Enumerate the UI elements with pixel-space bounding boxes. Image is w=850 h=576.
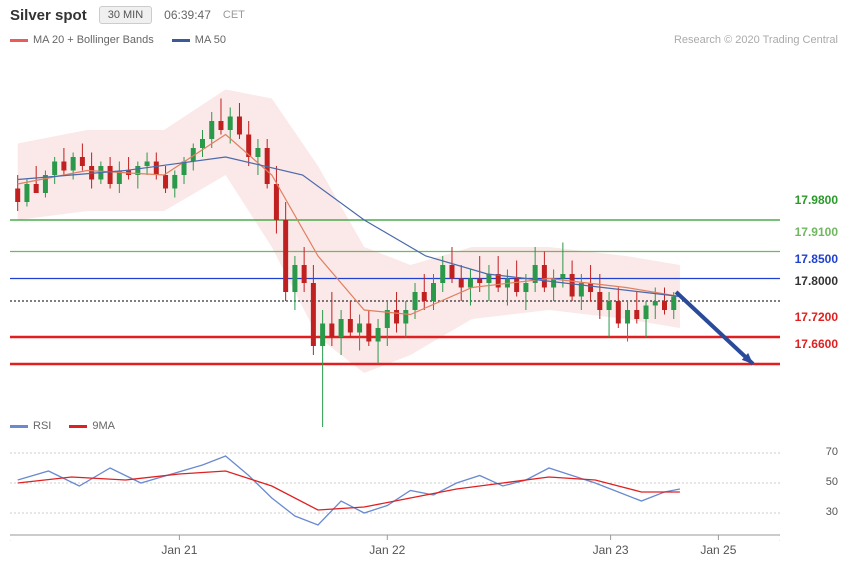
rsi-legend: RSI 9MA [10,420,115,432]
legend-item: RSI [10,420,51,432]
rsi-level-label: 50 [822,475,842,489]
timezone: CET [223,9,245,21]
rsi-level-label: 30 [822,505,842,519]
svg-text:Jan 21: Jan 21 [161,543,197,557]
legend-label: RSI [33,420,51,432]
svg-text:Jan 23: Jan 23 [593,543,629,557]
price-level-label: 17.9100 [791,224,842,240]
timestamp: 06:39:47 [164,8,211,22]
svg-text:Jan 22: Jan 22 [369,543,405,557]
price-level-label: 17.6600 [791,336,842,352]
legend-item: MA 50 [172,34,226,46]
chart-header: Silver spot 30 MIN 06:39:47 CET [0,0,850,30]
rsi-chart[interactable] [10,438,780,528]
legend-label: MA 20 + Bollinger Bands [33,34,154,46]
timeframe-badge[interactable]: 30 MIN [99,6,152,24]
chart-container: Silver spot 30 MIN 06:39:47 CET MA 20 + … [0,0,850,576]
svg-text:Jan 25: Jan 25 [700,543,736,557]
price-level-label: 17.9800 [791,192,842,208]
instrument-title: Silver spot [10,7,87,24]
legend-swatch [69,425,87,428]
legend-item: 9MA [69,420,115,432]
legend-item: MA 20 + Bollinger Bands [10,34,154,46]
price-level-label: 17.8500 [791,251,842,267]
legend-swatch [10,425,28,428]
price-level-label: 17.7200 [791,309,842,325]
legend-label: MA 50 [195,34,226,46]
rsi-level-label: 70 [822,445,842,459]
legend-swatch [10,39,28,42]
legend-swatch [172,39,190,42]
copyright: Research © 2020 Trading Central [674,34,838,46]
x-axis: Jan 21 Jan 22 Jan 23 Jan 25 [10,532,780,562]
price-level-label: 17.8000 [791,273,842,289]
price-chart[interactable] [10,56,780,456]
legend-label: 9MA [92,420,115,432]
